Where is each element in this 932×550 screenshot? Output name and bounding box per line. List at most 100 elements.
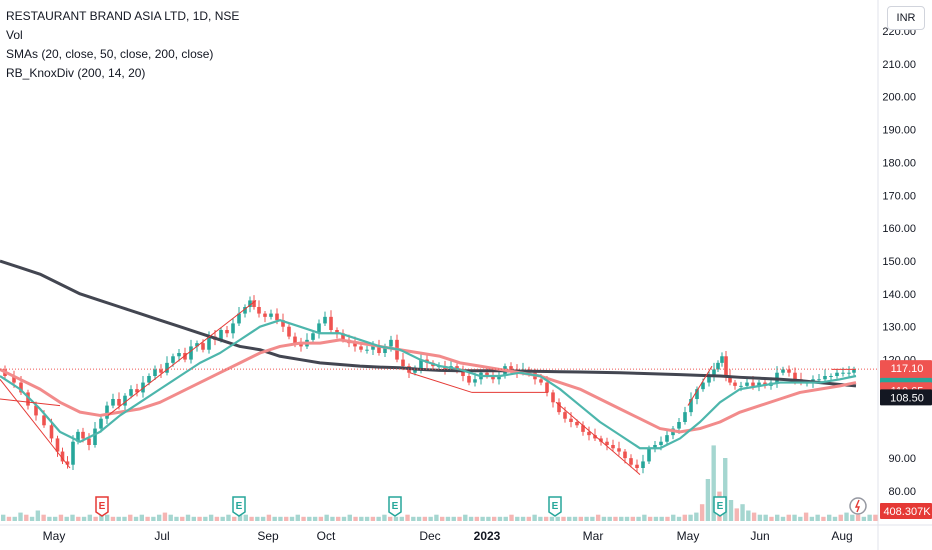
time-tick-label: Mar <box>583 529 604 543</box>
volume-bar <box>185 514 191 521</box>
price-tick-label: 190.00 <box>882 125 916 137</box>
volume-bar <box>480 516 485 521</box>
candle-body <box>171 356 175 363</box>
volume-bar <box>607 516 612 521</box>
candle-body <box>71 441 75 465</box>
candle-body <box>557 402 561 413</box>
volume-bar <box>434 514 439 521</box>
candle-body <box>147 376 151 383</box>
volume-bar <box>364 516 370 521</box>
volume-bar <box>497 516 503 521</box>
candle-body <box>817 379 821 381</box>
volume-bar <box>116 516 121 521</box>
candle-body <box>733 382 737 386</box>
volume-bar <box>786 514 791 521</box>
price-tick-label: 80.00 <box>888 486 916 498</box>
currency-button[interactable]: INR <box>887 6 925 30</box>
volume-bar <box>393 516 399 521</box>
divergence-line <box>107 300 257 416</box>
volume-bar <box>751 512 757 521</box>
candle-body <box>257 307 261 314</box>
candle-body <box>183 353 187 360</box>
volume-bar <box>572 516 578 521</box>
volume-bar <box>624 516 630 521</box>
price-label-text: 108.50 <box>890 392 924 404</box>
candle-body <box>93 428 97 445</box>
volume-bar <box>243 514 248 521</box>
volume-bar <box>821 516 826 521</box>
volume-bar <box>734 508 739 521</box>
volume-bar <box>255 516 260 521</box>
svg-text:E: E <box>717 501 724 512</box>
candle-body <box>99 418 103 429</box>
candle-body <box>847 372 851 374</box>
candle-body <box>341 333 345 340</box>
candle-body <box>299 343 303 347</box>
candle-body <box>311 333 315 340</box>
candle-body <box>365 349 369 351</box>
volume-bar <box>861 516 867 521</box>
divergence-line <box>0 378 71 469</box>
volume-bar <box>798 516 803 521</box>
volume-bar <box>728 500 734 521</box>
volume-bar <box>578 516 584 521</box>
volume-bar <box>630 516 635 521</box>
volume-bar <box>47 516 52 521</box>
volume-bar <box>58 514 64 521</box>
price-label-badge <box>880 389 932 406</box>
candle-body <box>677 422 681 429</box>
price-tick-label: 200.00 <box>882 92 916 104</box>
volume-bar <box>249 516 254 521</box>
volume-bar <box>1 514 6 521</box>
divergence-line <box>555 401 641 475</box>
volume-bar <box>694 512 699 521</box>
candle-body <box>159 369 163 373</box>
volume-bar <box>382 514 387 521</box>
candle-body <box>647 448 651 462</box>
volume-bar <box>168 514 173 521</box>
candle-body <box>419 359 423 370</box>
volume-bar <box>162 512 168 521</box>
candle-body <box>701 382 705 390</box>
candle-body <box>757 382 761 386</box>
candle-body <box>739 385 743 387</box>
volume-bar <box>318 516 324 521</box>
volume-bar <box>174 516 179 521</box>
volume-bar <box>440 516 445 521</box>
volume-bar <box>486 516 491 521</box>
candle-body <box>728 376 732 383</box>
candle-body <box>195 343 199 347</box>
candle-body <box>353 343 357 347</box>
volume-bar <box>567 516 572 521</box>
volume-bar <box>278 516 283 521</box>
price-tick-label: 90.00 <box>888 453 916 465</box>
price-tick-label: 210.00 <box>882 59 916 71</box>
candle-body <box>329 316 333 330</box>
volume-bar <box>613 516 618 521</box>
candle-body <box>545 382 549 393</box>
earnings-icon: E <box>713 496 727 517</box>
candle-body <box>641 461 645 468</box>
candle-body <box>781 369 785 373</box>
candle-body <box>87 438 91 445</box>
legend-vol: Vol <box>6 28 23 42</box>
volume-bar <box>180 516 185 521</box>
volume-bar <box>341 516 347 521</box>
volume-bar <box>87 514 93 521</box>
volume-bar <box>457 516 462 521</box>
volume-bar <box>746 510 751 521</box>
candle-body <box>165 362 169 373</box>
candle-body <box>49 425 54 439</box>
candle-body <box>123 395 127 406</box>
volume-bar <box>226 514 231 521</box>
candle-body <box>599 438 603 442</box>
volume-bar <box>463 514 468 521</box>
volume-bar <box>682 514 687 521</box>
candle-body <box>177 353 181 357</box>
candle-body <box>34 405 38 416</box>
volume-bar <box>451 516 456 521</box>
candle-body <box>243 307 247 314</box>
candle-body <box>141 382 145 393</box>
volume-bar <box>266 514 272 521</box>
